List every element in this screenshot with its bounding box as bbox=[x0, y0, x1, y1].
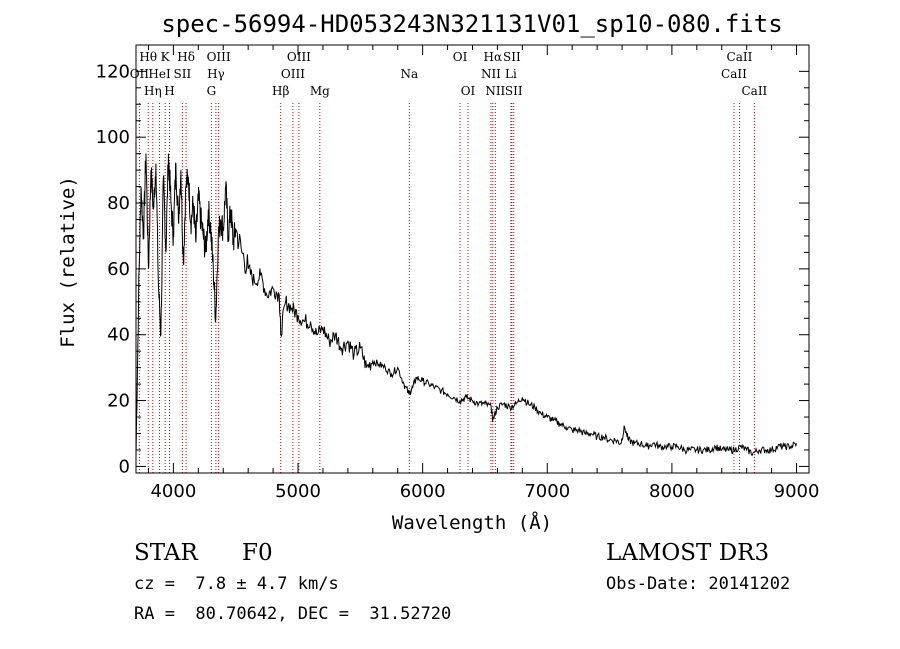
line-label-3: HeI bbox=[148, 67, 171, 81]
line-label-19: Hα bbox=[484, 50, 503, 64]
y-tick-label-0: 0 bbox=[119, 456, 130, 477]
spectrum-data-layer bbox=[135, 153, 797, 457]
line-label-15: Na bbox=[400, 67, 418, 81]
x-tick-label-0: 4000 bbox=[150, 481, 196, 502]
line-label-6: SII bbox=[174, 67, 192, 81]
survey-name: LAMOST DR3 bbox=[606, 540, 770, 566]
x-tick-label-3: 7000 bbox=[524, 481, 570, 502]
object-class: STAR bbox=[134, 540, 198, 566]
y-axis-label: Flux (relative) bbox=[57, 176, 79, 348]
line-label-1: Hθ bbox=[139, 50, 157, 64]
line-label-25: CaII bbox=[727, 50, 753, 64]
y-tick-label-2: 40 bbox=[107, 325, 130, 346]
x-tick-label-2: 6000 bbox=[400, 481, 446, 502]
line-label-4: K bbox=[161, 50, 171, 64]
line-label-17: OI bbox=[461, 84, 476, 98]
line-label-2: Hη bbox=[144, 84, 162, 98]
line-label-22: SII bbox=[503, 50, 521, 64]
x-tick-label-4: 8000 bbox=[649, 481, 695, 502]
x-tick-label-5: 9000 bbox=[774, 481, 820, 502]
plot-frame bbox=[135, 44, 810, 474]
line-label-10: OIII bbox=[207, 50, 231, 64]
line-label-24: CaII bbox=[721, 67, 747, 81]
line-label-9: Hγ bbox=[207, 67, 225, 81]
line-label-18: NII bbox=[481, 67, 501, 81]
object-subclass: F0 bbox=[242, 540, 273, 566]
spectrum-line bbox=[135, 153, 797, 457]
line-label-11: Hβ bbox=[272, 84, 289, 98]
line-label-5: H bbox=[164, 84, 174, 98]
line-label-20: NII bbox=[485, 84, 505, 98]
line-label-8: G bbox=[207, 84, 217, 98]
line-label-12: OIII bbox=[281, 67, 305, 81]
line-label-21: Li bbox=[505, 67, 517, 81]
x-axis-label: Wavelength (Å) bbox=[392, 511, 552, 534]
line-label-26: CaII bbox=[741, 84, 767, 98]
x-tick-label-1: 5000 bbox=[275, 481, 321, 502]
line-label-0: OII bbox=[130, 67, 150, 81]
y-tick-label-6: 120 bbox=[96, 61, 130, 82]
y-tick-label-1: 20 bbox=[107, 391, 130, 412]
y-tick-label-5: 100 bbox=[96, 127, 130, 148]
coordinates: RA = 80.70642, DEC = 31.52720 bbox=[134, 604, 452, 624]
line-label-23: SII bbox=[505, 84, 523, 98]
y-tick-label-3: 60 bbox=[107, 259, 130, 280]
chart-title: spec-56994-HD053243N321131V01_sp10-080.f… bbox=[161, 10, 782, 38]
line-label-14: Mg bbox=[310, 84, 330, 98]
line-label-16: OI bbox=[453, 50, 468, 64]
line-label-13: OIII bbox=[287, 50, 311, 64]
line-label-7: Hδ bbox=[177, 50, 195, 64]
observation-date: Obs-Date: 20141202 bbox=[606, 574, 791, 594]
spectral-lines-layer: OIIHθHηHeIKHSIIHδGHγOIIIHβOIIIOIIIMgNaOI… bbox=[130, 50, 768, 473]
redshift-velocity: cz = 7.8 ± 4.7 km/s bbox=[134, 574, 339, 594]
y-tick-label-4: 80 bbox=[107, 193, 130, 214]
axes-layer: 4000 5000 6000 7000 8000 9000 0 20 40 60 80 100 120 bbox=[96, 44, 820, 502]
